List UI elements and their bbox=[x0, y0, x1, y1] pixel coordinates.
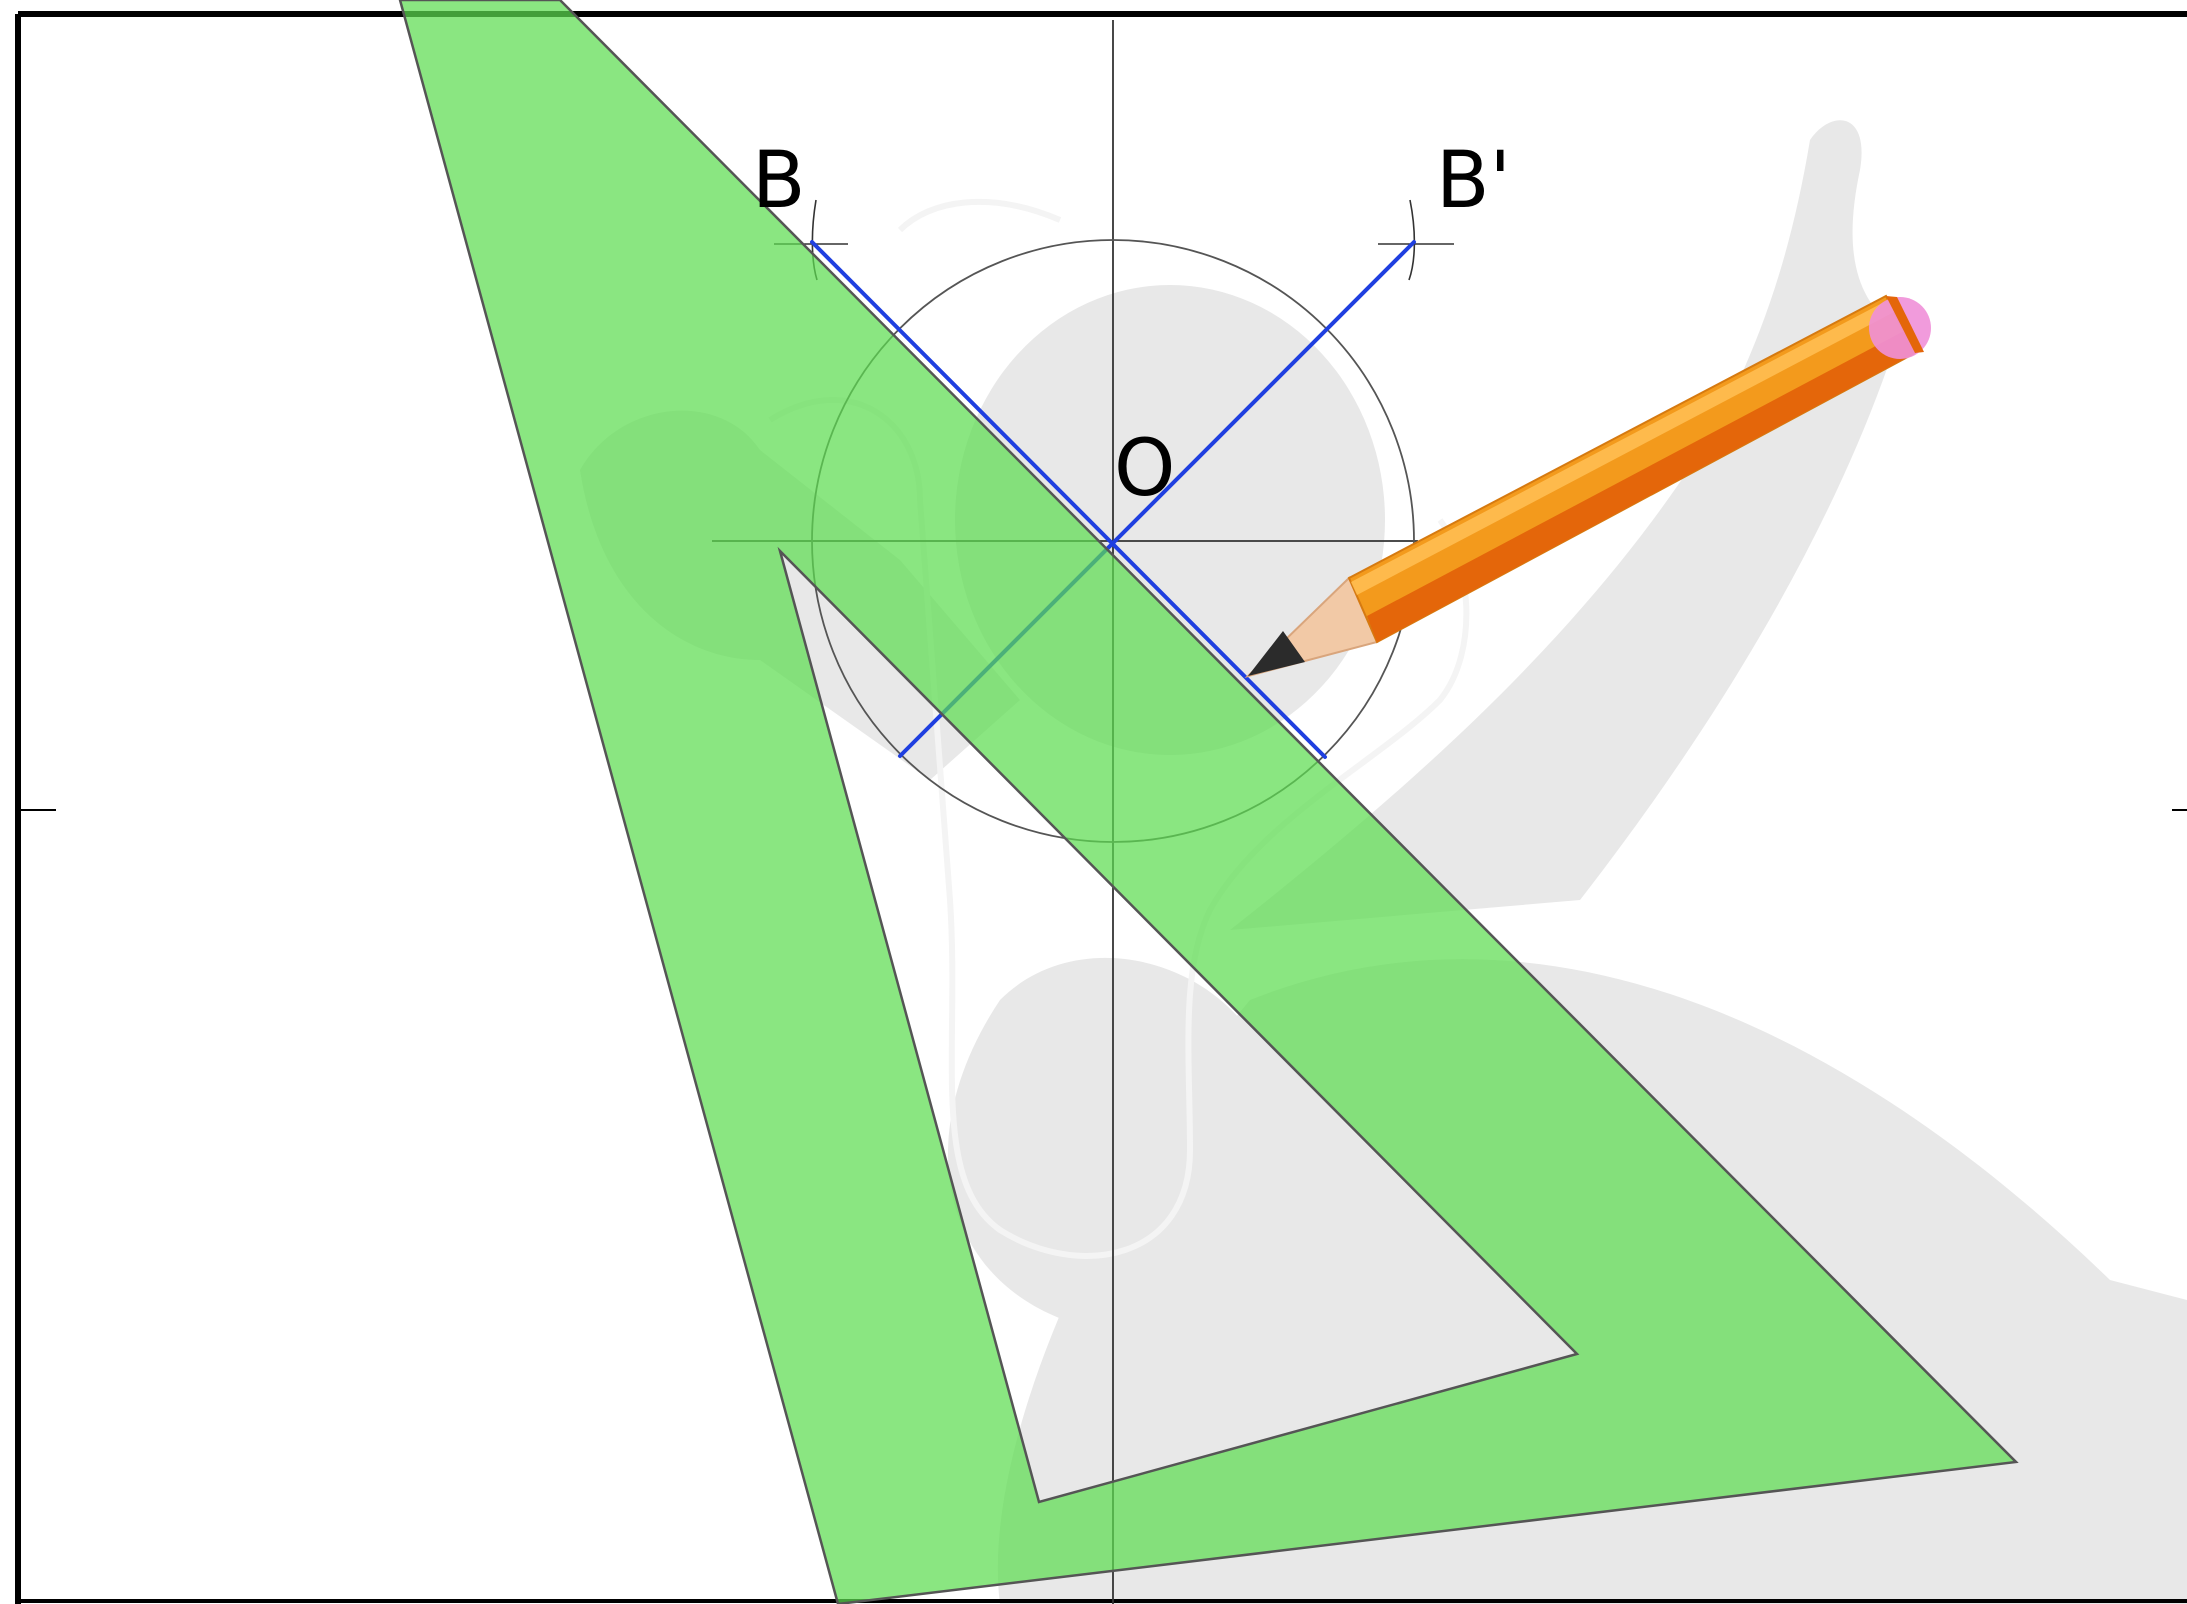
pencil-icon bbox=[1244, 294, 1931, 678]
set-square-icon bbox=[398, 0, 2019, 1604]
drawing-frame bbox=[15, 11, 2187, 1604]
point-labels: B B' O bbox=[752, 136, 1511, 514]
pencil-body-shade bbox=[1367, 331, 1915, 642]
pencil-body-highlight bbox=[1351, 300, 1894, 595]
label-b-prime: B' bbox=[1436, 136, 1511, 226]
line-b-to-o bbox=[810, 240, 1327, 759]
pencil-graphite bbox=[1248, 631, 1305, 676]
label-b: B bbox=[752, 136, 806, 226]
label-o: O bbox=[1114, 424, 1175, 514]
